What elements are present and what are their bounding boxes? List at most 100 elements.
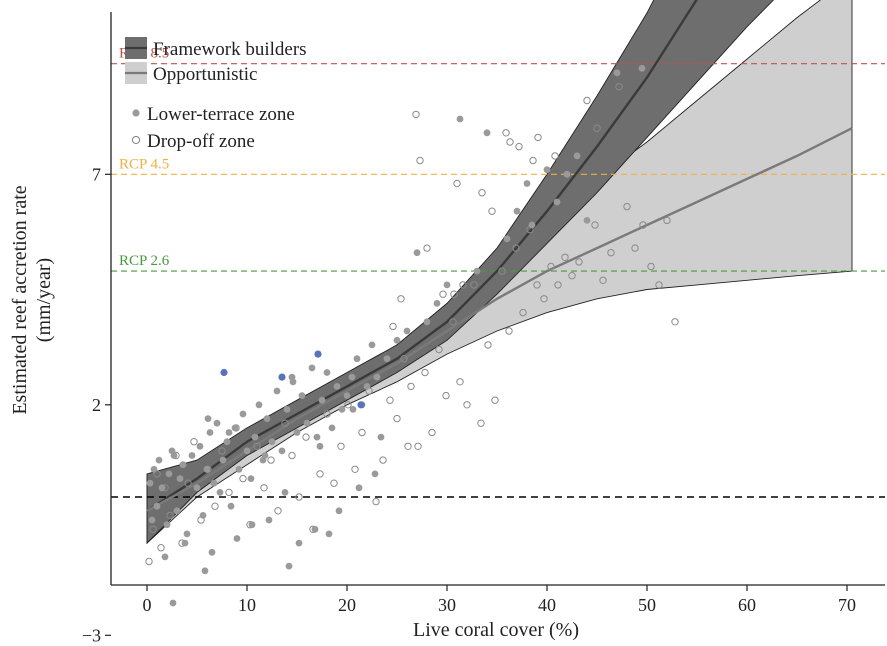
point-drop-off: [386, 396, 394, 404]
point-lower-terrace: [278, 447, 286, 455]
point-drop-off: [400, 355, 408, 363]
legend-label-opportunistic: Opportunistic: [153, 64, 258, 85]
point-drop-off: [631, 244, 639, 252]
point-lower-terrace: [483, 129, 491, 137]
point-lower-terrace: [328, 424, 336, 432]
point-drop-off: [404, 442, 412, 450]
point-lower-terrace: [323, 369, 331, 376]
point-drop-off: [540, 295, 548, 303]
point-lower-terrace: [188, 452, 196, 459]
point-lower-terrace: [206, 429, 214, 436]
point-lower-terrace: [283, 406, 291, 413]
legend-label-framework: Framework builders: [153, 39, 307, 60]
point-drop-off: [515, 142, 523, 151]
point-lower-terrace: [368, 341, 376, 349]
point-lower-terrace: [349, 406, 357, 413]
point-lower-terrace: [355, 484, 363, 492]
point-lower-terrace: [170, 452, 178, 459]
point-drop-off: [190, 438, 198, 446]
point-highlighted: [314, 350, 322, 358]
y-axis-title: Estimated reef accretion rate (mm/year): [9, 185, 55, 414]
point-drop-off: [470, 281, 478, 289]
point-lower-terrace: [265, 516, 273, 524]
point-lower-terrace: [638, 64, 646, 72]
y-tick-label: 2: [92, 395, 101, 415]
point-lower-terrace: [169, 599, 177, 607]
x-tick-label: 30: [438, 595, 456, 615]
confidence-bands: [146, 0, 853, 545]
point-lower-terrace: [227, 502, 235, 510]
point-drop-off: [218, 447, 226, 455]
point-drop-off: [397, 295, 405, 303]
point-drop-off: [607, 249, 615, 257]
point-highlighted: [357, 401, 365, 409]
point-lower-terrace: [219, 456, 227, 464]
point-lower-terrace: [251, 433, 259, 441]
point-lower-terrace: [311, 525, 319, 533]
data-points: [145, 64, 679, 607]
point-drop-off: [593, 124, 601, 132]
point-lower-terrace: [155, 456, 163, 464]
x-tick-label: 0: [143, 595, 152, 615]
reference-line-label: RCP 4.5: [119, 156, 169, 172]
point-drop-off: [423, 244, 431, 252]
point-drop-off: [184, 479, 192, 487]
point-lower-terrace: [163, 521, 171, 529]
point-drop-off: [484, 341, 492, 349]
point-drop-off: [615, 83, 623, 91]
point-lower-terrace: [268, 438, 276, 446]
point-drop-off: [407, 382, 415, 391]
point-lower-terrace: [199, 512, 207, 519]
point-drop-off: [288, 451, 296, 460]
point-drop-off: [302, 433, 310, 441]
point-lower-terrace: [613, 69, 621, 77]
point-drop-off: [416, 156, 424, 165]
point-lower-terrace: [293, 429, 301, 436]
point-lower-terrace: [273, 387, 281, 395]
legend-marker-lower-terrace: [132, 109, 140, 117]
point-drop-off: [166, 511, 174, 520]
point-lower-terrace: [303, 419, 311, 427]
x-tick-label: 20: [338, 595, 356, 615]
point-drop-off: [358, 428, 366, 437]
point-lower-terrace: [318, 396, 326, 404]
point-lower-terrace: [201, 567, 209, 575]
point-drop-off: [323, 410, 331, 418]
point-drop-off: [463, 401, 471, 409]
fit-line-opportunistic: [146, 127, 853, 512]
point-lower-terrace: [573, 152, 581, 160]
point-drop-off: [316, 470, 324, 478]
y-axis-title-line1: Estimated reef accretion rate: [9, 185, 31, 414]
point-drop-off: [547, 262, 555, 271]
point-drop-off: [655, 281, 663, 289]
legend-label-lower-terrace: Lower-terrace zone: [147, 104, 295, 125]
point-drop-off: [498, 267, 506, 275]
point-lower-terrace: [165, 470, 173, 478]
point-drop-off: [145, 557, 153, 566]
point-lower-terrace: [338, 406, 346, 413]
x-axis-title: Live coral cover (%): [413, 619, 579, 641]
point-drop-off: [372, 497, 380, 506]
point-drop-off: [583, 96, 591, 105]
point-lower-terrace: [285, 562, 293, 570]
point-highlighted: [278, 373, 286, 381]
y-ticks: −3271217: [82, 164, 111, 645]
point-drop-off: [439, 290, 447, 298]
point-lower-terrace: [523, 180, 531, 187]
point-lower-terrace: [325, 530, 333, 538]
point-lower-terrace: [353, 355, 361, 363]
point-lower-terrace: [433, 300, 441, 307]
point-drop-off: [274, 507, 282, 515]
point-drop-off: [330, 479, 338, 487]
point-lower-terrace: [193, 484, 201, 492]
point-drop-off: [456, 378, 464, 386]
point-lower-terrace: [553, 198, 561, 206]
point-lower-terrace: [423, 318, 431, 326]
point-lower-terrace: [216, 489, 224, 496]
point-lower-terrace: [413, 249, 421, 257]
point-lower-terrace: [179, 461, 187, 469]
point-drop-off: [568, 272, 576, 280]
point-drop-off: [449, 318, 457, 326]
